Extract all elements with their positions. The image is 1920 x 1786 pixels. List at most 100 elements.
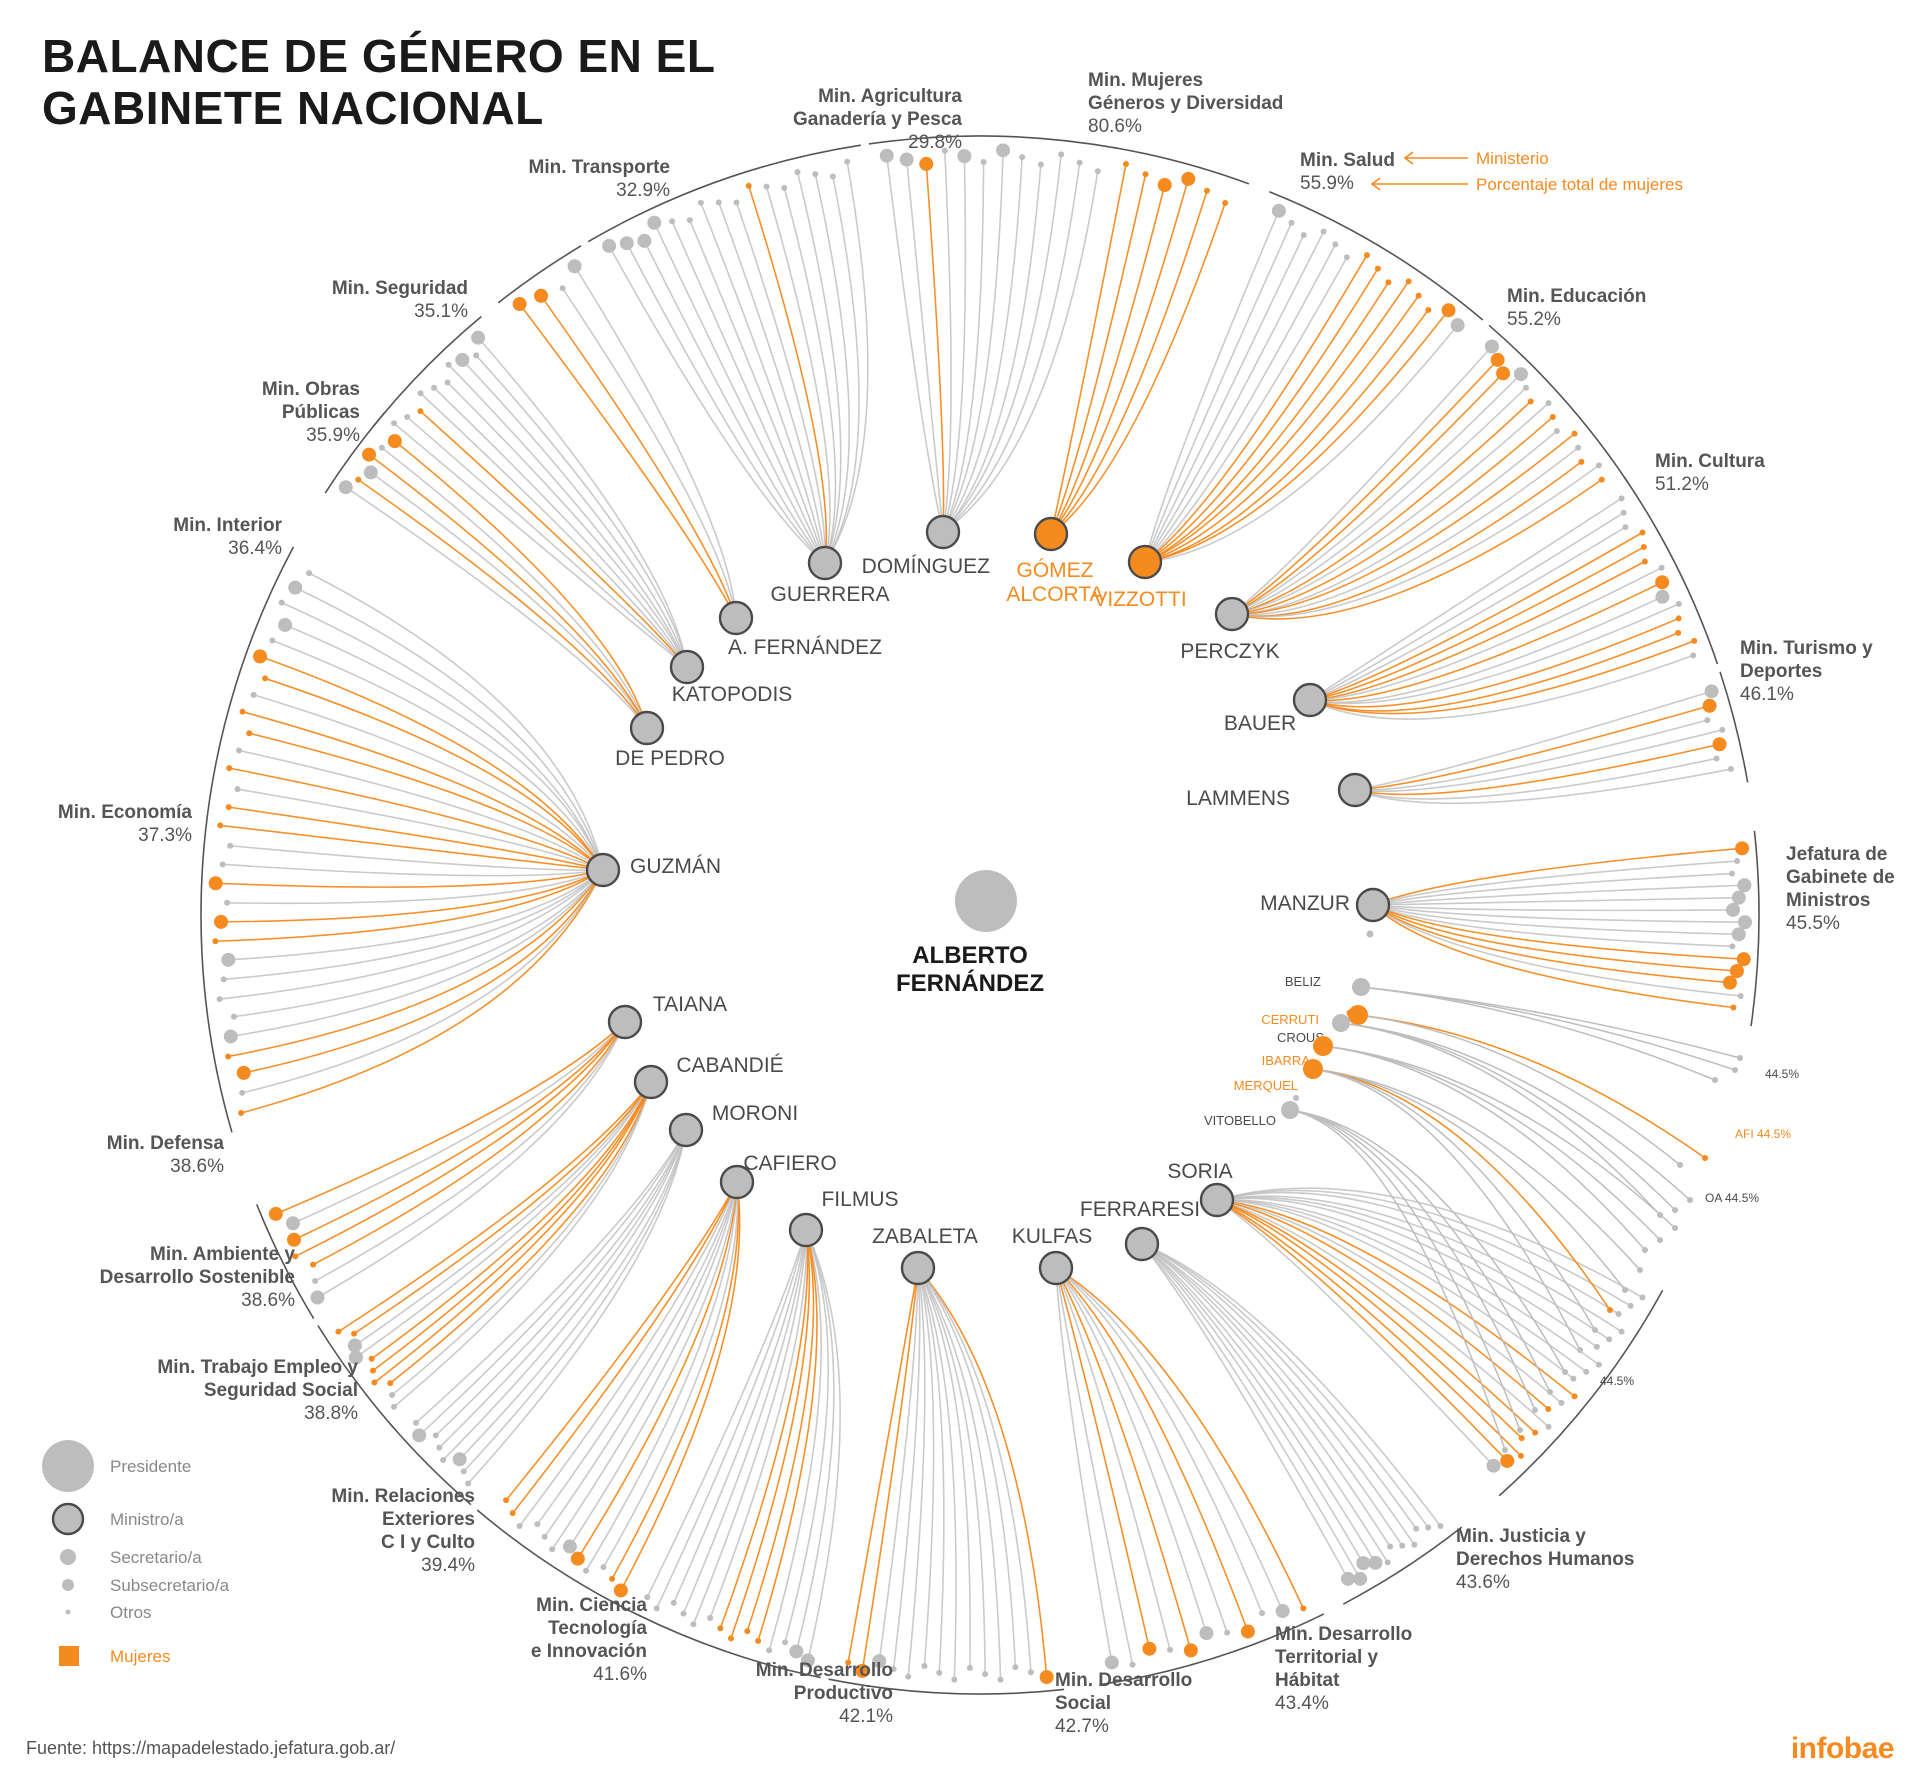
official-dot	[1486, 1458, 1501, 1473]
member-line	[1354, 719, 1708, 792]
annotation-ministry: Ministerio	[1476, 149, 1549, 168]
minister-dot-turismo	[1337, 772, 1373, 808]
member-line	[1141, 1243, 1361, 1580]
organism-line	[1340, 1022, 1661, 1216]
official-dot	[715, 199, 722, 206]
organism-line	[1312, 1068, 1626, 1291]
legend-label: Ministro/a	[110, 1510, 184, 1529]
ministry-name: Min. Ambiente y	[150, 1244, 295, 1265]
official-dot	[1598, 476, 1605, 483]
ministry-arc-agricultura	[868, 135, 1119, 150]
ministry-arc-seguridad	[497, 245, 582, 304]
member-line	[653, 222, 826, 564]
legend-label: Subsecretario/a	[110, 1576, 230, 1595]
member-line	[1372, 904, 1737, 972]
official-dot	[412, 1428, 427, 1443]
member-line	[1144, 309, 1450, 563]
official-dot	[996, 143, 1011, 158]
official-dot	[782, 1639, 789, 1646]
official-dot	[1620, 509, 1627, 516]
member-line	[242, 710, 604, 871]
official-dot	[221, 952, 236, 967]
member-line	[294, 586, 604, 871]
organism-member-dot	[1737, 1055, 1743, 1061]
legend-swatch	[59, 1646, 79, 1666]
member-line	[540, 295, 737, 619]
organism-name: MERQUEL	[1234, 1078, 1298, 1093]
official-dot	[278, 599, 285, 606]
organism-line	[1360, 986, 1716, 1081]
ministry-percent: 80.6%	[1088, 116, 1142, 137]
official-dot	[1641, 558, 1648, 565]
official-dot	[637, 233, 652, 248]
official-dot	[225, 804, 232, 811]
ministry-percent: 38.6%	[241, 1290, 295, 1311]
official-dot	[1415, 292, 1422, 299]
member-line	[1141, 1243, 1416, 1546]
member-line	[551, 1181, 738, 1550]
official-dot	[1532, 1429, 1539, 1436]
official-dot	[890, 1666, 897, 1673]
member-line	[243, 869, 604, 1074]
ministry-name: e Innovación	[531, 1641, 647, 1662]
official-dot	[1713, 755, 1720, 762]
official-dot	[224, 899, 231, 906]
official-dot	[1622, 524, 1629, 531]
minister-name: ALCORTA	[1006, 583, 1103, 606]
member-line	[1231, 447, 1579, 616]
member-line	[223, 869, 604, 981]
official-dot	[1558, 1399, 1565, 1406]
official-dot	[1729, 963, 1744, 978]
member-line	[314, 1021, 626, 1282]
member-line	[765, 186, 831, 564]
official-dot	[562, 1539, 577, 1554]
minister-name: FILMUS	[821, 1188, 898, 1211]
official-dot	[997, 1676, 1004, 1683]
member-line	[1144, 309, 1429, 563]
member-line	[230, 844, 604, 871]
ministry-percent: 43.6%	[1456, 1572, 1510, 1593]
member-line	[505, 1181, 738, 1501]
official-dot	[1575, 444, 1582, 451]
official-dot	[445, 361, 452, 368]
official-dot	[602, 238, 617, 253]
official-dot	[214, 914, 229, 929]
ministry-name: Min. Salud	[1300, 150, 1395, 171]
official-dot	[1142, 171, 1149, 178]
organism-percent: 44.5%	[1765, 1067, 1799, 1081]
official-dot	[1104, 1655, 1119, 1670]
organism-member-dot	[1672, 1225, 1678, 1231]
member-line	[942, 150, 1004, 533]
member-line	[1216, 1195, 1623, 1333]
member-line	[917, 1267, 1032, 1673]
member-line	[730, 1229, 811, 1639]
ministry-percent: 37.3%	[138, 825, 192, 846]
ministry-name: Min. Mujeres	[1088, 70, 1203, 91]
official-dot	[600, 1564, 607, 1571]
member-line	[1231, 345, 1493, 615]
page-title-line-2: GABINETE NACIONAL	[42, 82, 544, 134]
organism-dot	[1352, 978, 1370, 996]
ministry-percent: 35.9%	[306, 425, 360, 446]
ministry-percent: 38.8%	[304, 1403, 358, 1424]
official-dot	[236, 747, 243, 754]
member-line	[264, 677, 604, 871]
member-line	[1309, 512, 1625, 701]
member-line	[917, 1267, 1017, 1668]
official-dot	[669, 218, 676, 225]
official-dot	[217, 822, 224, 829]
president-node: ALBERTO FERNÁNDEZ	[896, 870, 1044, 997]
official-dot	[239, 708, 246, 715]
minister-dot-cultura	[1292, 682, 1328, 718]
official-dot	[1076, 159, 1083, 166]
official-dot	[844, 158, 851, 165]
organism-line	[1312, 1068, 1611, 1311]
official-dot	[1405, 278, 1412, 285]
ministry-name: Min. Transporte	[529, 157, 670, 178]
ministry-name: Min. Economía	[58, 802, 193, 823]
member-line	[1141, 1243, 1391, 1547]
member-line	[1050, 184, 1166, 535]
